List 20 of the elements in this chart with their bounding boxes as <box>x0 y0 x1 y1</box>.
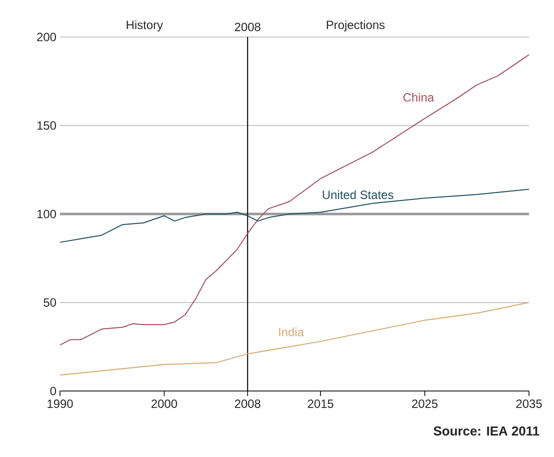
text: History <box>126 20 163 32</box>
x-tick-label: 2015 <box>308 400 334 408</box>
source-note: Source: IEA 2011 <box>434 426 540 436</box>
text: Projections <box>326 20 385 32</box>
y-tick-label: 200 <box>37 32 56 42</box>
ref-line-label: 2008 <box>234 22 260 32</box>
x-tick-label: 1990 <box>48 400 73 408</box>
series-label: China <box>403 92 434 102</box>
series-label: United States <box>322 190 394 200</box>
y-tick-label: 100 <box>37 210 56 218</box>
y-tick-label: 50 <box>44 298 56 307</box>
line-series <box>60 302 530 376</box>
x-tick-label: 2025 <box>412 400 438 408</box>
x-tick-label: 2035 <box>516 400 542 408</box>
x-tick-label: 2008 <box>234 400 260 408</box>
series-label: India <box>279 328 304 336</box>
line-series <box>60 188 530 243</box>
y-tick-label: 0 <box>50 386 56 396</box>
x-tick-label: 2000 <box>152 400 178 408</box>
y-tick-label: 150 <box>37 121 56 130</box>
